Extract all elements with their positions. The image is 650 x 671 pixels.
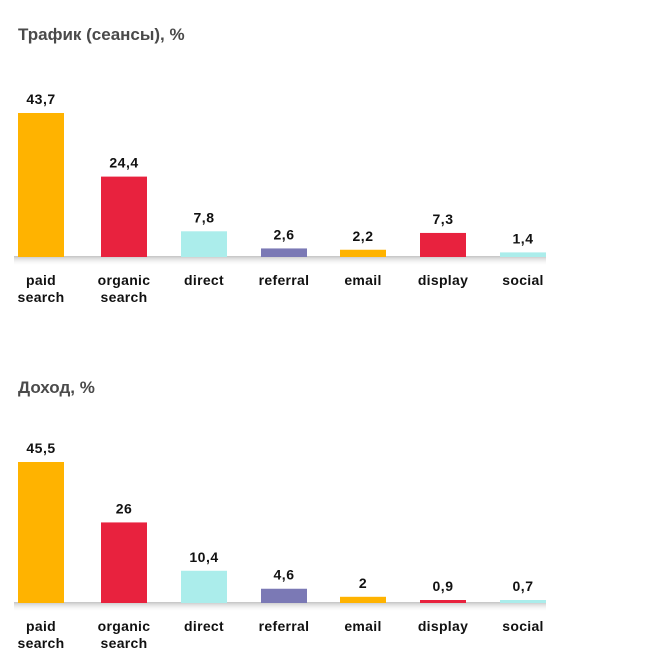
bars-revenue: 45,5 paid search 26 organic search 10,4 direct 4… bbox=[18, 440, 546, 651]
value-label-paid-search: 45,5 bbox=[26, 440, 55, 456]
bar-email bbox=[340, 596, 386, 603]
bar-display bbox=[420, 600, 466, 603]
value-label-display: 7,3 bbox=[433, 211, 454, 227]
bar-direct bbox=[181, 570, 227, 603]
tick-label-display: display bbox=[418, 618, 468, 634]
bar-social bbox=[500, 252, 546, 257]
value-label-email: 2 bbox=[359, 575, 367, 591]
tick-label-paid-search: paid search bbox=[18, 618, 65, 651]
tick-label-social: social bbox=[502, 618, 544, 634]
tick-label-referral: referral bbox=[259, 272, 310, 288]
chart-title-traffic: Трафик (сеансы), % bbox=[18, 25, 185, 44]
bar-email bbox=[340, 249, 386, 257]
bars-traffic: 43,7 paid search 24,4 organic search 7,8 direct… bbox=[18, 91, 546, 305]
bar-paid-search bbox=[18, 462, 64, 603]
tick-label-paid-search: paid search bbox=[18, 272, 65, 305]
bar-social bbox=[500, 600, 546, 603]
value-label-display: 0,9 bbox=[433, 578, 454, 594]
value-label-paid-search: 43,7 bbox=[26, 91, 55, 107]
value-label-organic-search: 26 bbox=[116, 500, 133, 516]
tick-label-social: social bbox=[502, 272, 544, 288]
tick-label-organic-search: organic search bbox=[98, 618, 151, 651]
tick-label-display: display bbox=[418, 272, 468, 288]
value-label-referral: 2,6 bbox=[274, 226, 295, 242]
tick-label-direct: direct bbox=[184, 272, 224, 288]
tick-label-email: email bbox=[344, 272, 381, 288]
value-label-organic-search: 24,4 bbox=[109, 155, 138, 171]
value-label-referral: 4,6 bbox=[274, 567, 295, 583]
value-label-social: 1,4 bbox=[513, 230, 534, 246]
bar-display bbox=[420, 232, 466, 257]
chart-title-revenue: Доход, % bbox=[18, 378, 95, 397]
baseline-revenue bbox=[14, 602, 546, 612]
chart-revenue: Доход, % 45,5 paid search 26 organic search 10… bbox=[14, 378, 546, 651]
tick-label-organic-search: organic search bbox=[98, 272, 151, 305]
bar-direct bbox=[181, 231, 227, 257]
bar-referral bbox=[261, 588, 307, 603]
tick-label-direct: direct bbox=[184, 618, 224, 634]
bar-organic-search bbox=[101, 522, 147, 603]
tick-label-referral: referral bbox=[259, 618, 310, 634]
bar-organic-search bbox=[101, 176, 147, 257]
value-label-direct: 10,4 bbox=[189, 549, 218, 565]
bar-paid-search bbox=[18, 113, 64, 257]
baseline-traffic bbox=[14, 256, 546, 266]
value-label-direct: 7,8 bbox=[194, 209, 215, 225]
value-label-email: 2,2 bbox=[353, 228, 374, 244]
tick-label-email: email bbox=[344, 618, 381, 634]
bar-referral bbox=[261, 248, 307, 257]
value-label-social: 0,7 bbox=[513, 578, 534, 594]
chart-traffic: Трафик (сеансы), % 43,7 paid search 24,4 org… bbox=[14, 25, 546, 305]
